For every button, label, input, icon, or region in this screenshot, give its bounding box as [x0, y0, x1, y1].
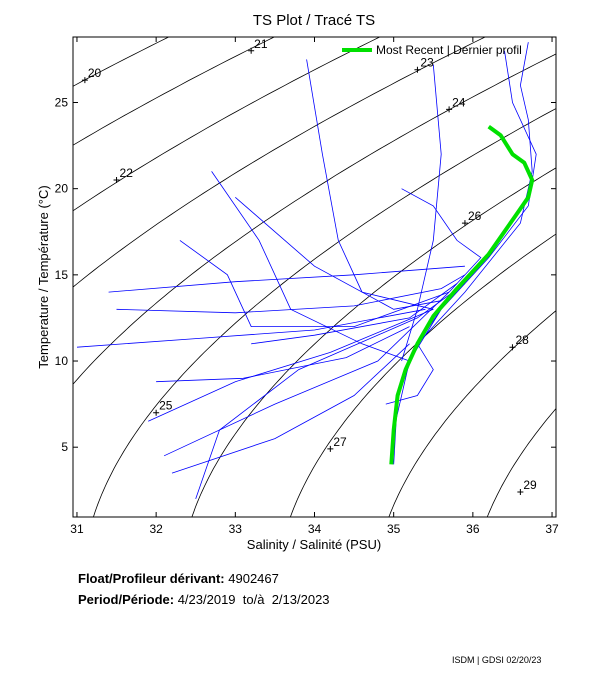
density-contour-28 [388, 310, 556, 517]
x-tick-label: 34 [308, 522, 322, 536]
contour-plus-marker [446, 106, 453, 113]
float-id: 4902467 [228, 571, 279, 586]
y-axis-label: Temperature / Température (°C) [36, 185, 51, 368]
profile-line [306, 59, 434, 310]
density-contour-21 [73, 37, 276, 146]
profile-line [171, 343, 410, 474]
density-contour-23 [73, 37, 487, 288]
x-axis-label: Salinity / Salinité (PSU) [247, 537, 381, 552]
y-tick-label: 5 [61, 440, 68, 454]
contour-plus-marker [461, 220, 468, 227]
chart-title: TS Plot / Tracé TS [253, 12, 375, 29]
contour-label-24: 24 [452, 95, 466, 109]
contour-label-22: 22 [120, 166, 134, 180]
profile-line [401, 188, 482, 293]
density-contour-27 [289, 233, 556, 517]
period-start: 4/23/2019 [177, 592, 236, 607]
profile-line [108, 265, 465, 293]
footer-credit: ISDM | GDSI 02/20/23 [452, 655, 542, 665]
profile-line [116, 274, 466, 314]
y-tick-label: 25 [55, 95, 69, 109]
period-info: Period/Période: 4/23/2019 to/à 2/13/2023 [78, 592, 330, 607]
x-tick-label: 36 [466, 522, 480, 536]
x-tick-label: 35 [387, 522, 401, 536]
y-tick-label: 15 [55, 268, 69, 282]
density-contour-20 [73, 37, 170, 87]
profile-line [251, 283, 458, 345]
float-label: Float/Profileur dérivant: [78, 571, 225, 586]
profile-line [156, 326, 410, 383]
profile-line [76, 308, 426, 348]
contour-plus-marker [414, 66, 421, 73]
contour-plus-marker [113, 177, 120, 184]
most-recent-profile [389, 124, 535, 465]
contour-label-21: 21 [254, 37, 268, 51]
profile-line [148, 308, 434, 422]
profile-line [211, 171, 410, 362]
period-end: 2/13/2023 [271, 592, 330, 607]
profile-line [235, 196, 442, 310]
ts-chart: TS Plot / Tracé TS 20212223242526272829 … [36, 12, 559, 552]
contour-label-25: 25 [159, 399, 173, 413]
contour-label-29: 29 [523, 478, 537, 492]
legend: Most Recent | Dernier profil [342, 43, 522, 57]
contour-label-26: 26 [468, 209, 482, 223]
contour-label-28: 28 [515, 333, 529, 347]
period-label: Period/Période: [78, 592, 175, 607]
density-contour-22 [73, 37, 381, 212]
profile-line [401, 64, 442, 362]
density-contour-26 [191, 167, 556, 517]
legend-label: Most Recent | Dernier profil [376, 43, 522, 57]
x-tick-label: 32 [149, 522, 163, 536]
contour-label-27: 27 [333, 435, 347, 449]
contour-plus-marker [153, 409, 160, 416]
density-contour-29 [486, 407, 556, 517]
x-tick-label: 33 [229, 522, 243, 536]
density-contour-24 [73, 53, 556, 385]
contour-plus-marker [327, 445, 334, 452]
x-tick-label: 37 [545, 522, 559, 536]
contour-label-20: 20 [88, 66, 102, 80]
profile-line [179, 240, 450, 328]
y-tick-label: 20 [55, 182, 69, 196]
profile-line [195, 283, 466, 500]
x-tick-label: 31 [70, 522, 84, 536]
float-info: Float/Profileur dérivant: 4902467 [78, 571, 279, 586]
density-contour-25 [93, 108, 556, 517]
period-sep: to/à [242, 592, 265, 607]
contour-plus-marker [509, 344, 516, 351]
contour-plus-marker [248, 47, 255, 54]
y-tick-label: 10 [55, 354, 69, 368]
contour-plus-marker [517, 489, 524, 496]
contour-label-23: 23 [420, 56, 434, 70]
contour-plus-marker [81, 77, 88, 84]
